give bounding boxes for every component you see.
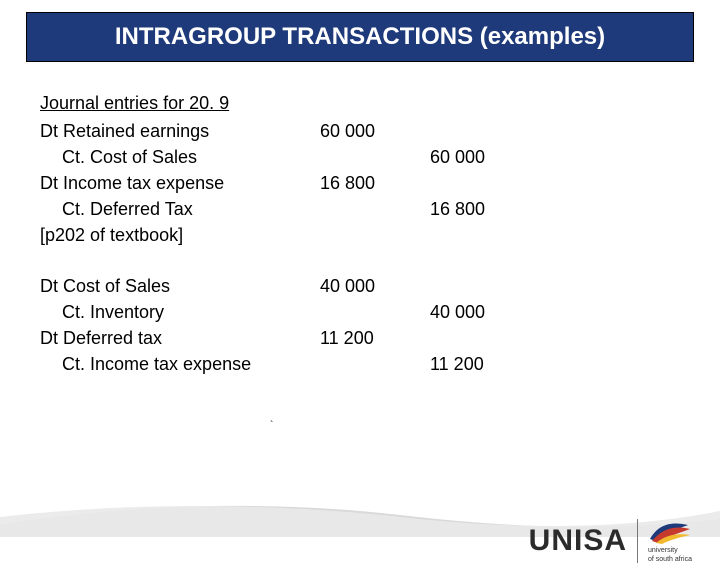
- flame-icon: [648, 519, 692, 545]
- logo-text: UNISA: [529, 524, 627, 558]
- logo-subtext: of south africa: [648, 556, 692, 563]
- table-row: Ct. Income tax expense 11 200: [40, 351, 698, 377]
- entry-note: [p202 of textbook]: [40, 222, 320, 248]
- table-row: Dt Retained earnings 60 000: [40, 118, 698, 144]
- stray-mark: `: [270, 420, 273, 431]
- journal-block-2: Dt Cost of Sales 40 000 Ct. Inventory 40…: [40, 273, 698, 377]
- debit-value: 40 000: [320, 273, 430, 299]
- entry-label: Dt Deferred tax: [40, 325, 320, 351]
- section-heading: Journal entries for 20. 9: [40, 90, 698, 116]
- credit-value: 40 000: [430, 299, 540, 325]
- entry-label: Ct. Inventory: [40, 299, 320, 325]
- debit-value: 60 000: [320, 118, 430, 144]
- slide: INTRAGROUP TRANSACTIONS (examples) Journ…: [0, 0, 720, 581]
- logo-divider: [637, 519, 638, 563]
- debit-value: 16 800: [320, 170, 430, 196]
- footer: UNISA university of south africa: [0, 491, 720, 581]
- unisa-logo: UNISA university of south africa: [529, 519, 692, 563]
- credit-value: 16 800: [430, 196, 540, 222]
- title-bar: INTRAGROUP TRANSACTIONS (examples): [26, 12, 694, 62]
- entry-label: Ct. Deferred Tax: [40, 196, 320, 222]
- credit-value: 60 000: [430, 144, 540, 170]
- entry-label: Dt Retained earnings: [40, 118, 320, 144]
- table-row: Dt Income tax expense 16 800: [40, 170, 698, 196]
- entry-label: Dt Cost of Sales: [40, 273, 320, 299]
- logo-subtext: university: [648, 547, 678, 554]
- table-row: Ct. Deferred Tax 16 800: [40, 196, 698, 222]
- entry-label: Ct. Income tax expense: [40, 351, 320, 377]
- credit-value: 11 200: [430, 351, 540, 377]
- logo-flame-block: university of south africa: [648, 519, 692, 563]
- table-row: Ct. Cost of Sales 60 000: [40, 144, 698, 170]
- debit-value: 11 200: [320, 325, 430, 351]
- table-row: Ct. Inventory 40 000: [40, 299, 698, 325]
- journal-block-1: Dt Retained earnings 60 000 Ct. Cost of …: [40, 118, 698, 248]
- table-row: Dt Cost of Sales 40 000: [40, 273, 698, 299]
- table-row: Dt Deferred tax 11 200: [40, 325, 698, 351]
- content-area: Journal entries for 20. 9 Dt Retained ea…: [22, 90, 698, 377]
- entry-label: Dt Income tax expense: [40, 170, 320, 196]
- entry-label: Ct. Cost of Sales: [40, 144, 320, 170]
- table-row: [p202 of textbook]: [40, 222, 698, 248]
